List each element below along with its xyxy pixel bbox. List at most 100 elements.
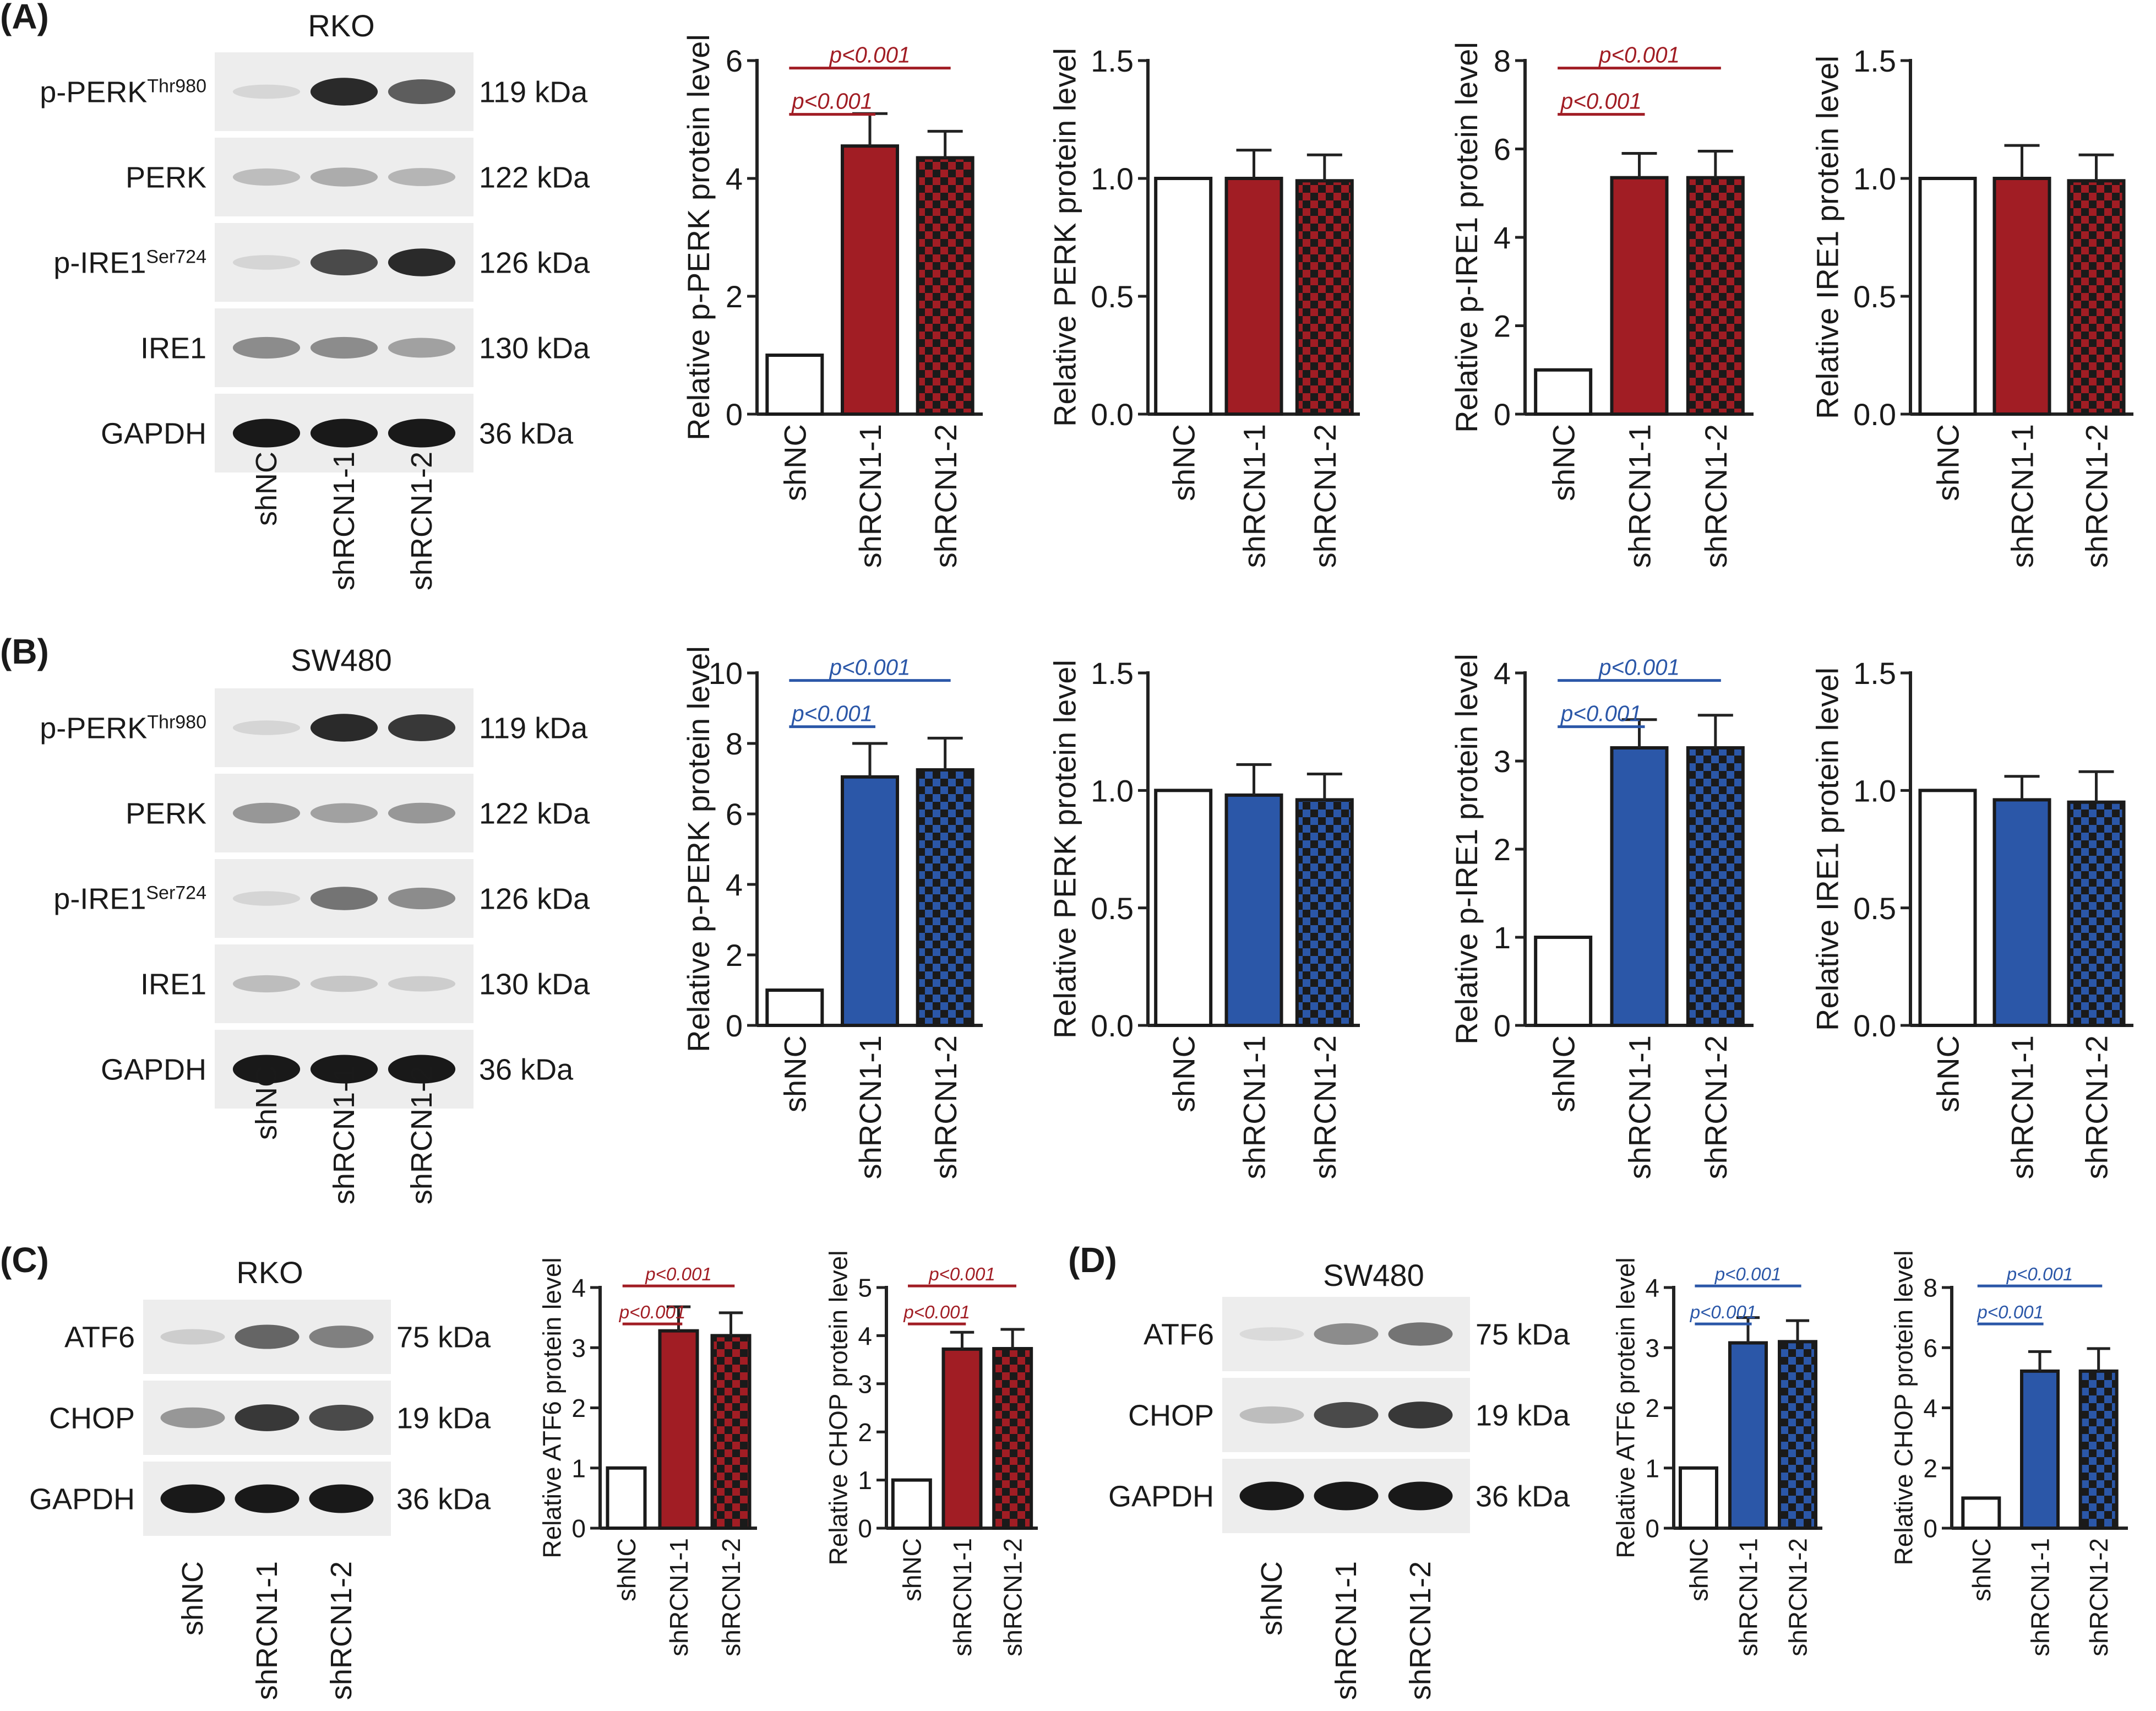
bar-shrcn1-1 <box>1610 176 1669 416</box>
p-value-label: p<0.001 <box>903 1302 970 1323</box>
bar-shrcn1-1 <box>1224 177 1283 416</box>
y-tick-label: 1.0 <box>1853 161 1896 196</box>
x-tick-label: shRCN1-1 <box>853 424 888 568</box>
blot-band <box>232 84 301 99</box>
protein-name: IRE1 <box>140 332 206 365</box>
y-tick-label: 2 <box>1645 1394 1659 1422</box>
y-tick-label: 2 <box>1494 309 1511 344</box>
y-tick-label: 1 <box>858 1466 872 1495</box>
bar-shrcn1-1 <box>2020 1369 2060 1530</box>
blot-band <box>310 336 378 359</box>
blot-row-gapdh: GAPDH 36 kDa <box>101 394 574 472</box>
blot-band <box>232 720 301 735</box>
lane-label: shRCN1-1 <box>251 1561 284 1700</box>
y-tick-label: 0.0 <box>1853 397 1896 432</box>
y-tick-label: 0 <box>1923 1514 1937 1543</box>
y-tick-label: 0 <box>726 397 743 432</box>
protein-name: GAPDH <box>1108 1480 1214 1513</box>
protein-label: GAPDH <box>29 1483 135 1516</box>
x-tick-label: shNC <box>612 1538 641 1601</box>
x-tick-label: shRCN1-2 <box>1698 424 1733 568</box>
y-tick-label: 0.0 <box>1091 1008 1134 1043</box>
bar-shrcn1-2 <box>916 156 974 416</box>
x-tick-label: shRCN1-1 <box>2026 1538 2055 1656</box>
y-tick-label: 4 <box>1494 656 1511 691</box>
protein-label: p-PERKThr980 <box>40 76 206 109</box>
x-tick-label: shNC <box>1546 424 1581 501</box>
p-value-label: p<0.001 <box>829 42 911 68</box>
bar-shrcn1-2 <box>2078 1369 2119 1530</box>
x-tick-label: shNC <box>777 1035 812 1112</box>
y-tick-label: 3 <box>1645 1334 1659 1362</box>
blot-band <box>235 1404 300 1431</box>
blot-band <box>309 1326 374 1348</box>
kda-label: 36 kDa <box>1476 1480 1570 1513</box>
kda-label: 119 kDa <box>479 76 588 109</box>
x-tick-label: shRCN1-2 <box>2079 1035 2114 1179</box>
y-tick-label: 1.5 <box>1091 44 1134 78</box>
blot-row-p-perk: p-PERKThr980 119 kDa <box>40 688 588 767</box>
blot-row-p-ire1: p-IRE1Ser724 126 kDa <box>53 223 590 302</box>
bar-shrcn1-2 <box>2067 800 2126 1027</box>
kda-label: 75 kDa <box>396 1321 491 1354</box>
p-value-label: p<0.001 <box>1560 701 1642 726</box>
x-tick-label: shRCN1-1 <box>948 1538 977 1656</box>
lane-label: shRCN1-2 <box>405 1066 438 1204</box>
protein-name: PERK <box>126 161 206 194</box>
bar-shnc <box>1679 1466 1718 1530</box>
p-value-label: p<0.001 <box>791 89 873 114</box>
protein-label: p-IRE1Ser724 <box>53 247 206 280</box>
kda-label: 122 kDa <box>479 161 590 194</box>
blot-row-gapdh: GAPDH 36 kDa <box>101 1030 574 1109</box>
y-tick-label: 4 <box>726 867 743 902</box>
bar-shnc <box>1154 789 1213 1028</box>
x-tick-label: shNC <box>1166 1035 1201 1112</box>
blot-band <box>310 419 378 448</box>
protein-site: Thr980 <box>147 76 206 97</box>
panel-letter: (B) <box>0 632 49 671</box>
blot-row-chop: CHOP 19 kDa <box>1128 1378 1570 1452</box>
blot-row-perk: PERK 122 kDa <box>126 138 590 216</box>
lane-label: shRCN1-1 <box>328 1066 361 1204</box>
bar-chart-perk: 0.0 0.5 1.0 1.5 Relative PERK protein level s… <box>1047 44 1360 568</box>
blot-band <box>232 419 301 448</box>
protein-name: IRE1 <box>140 968 206 1001</box>
x-tick-label: shRCN1-1 <box>853 1035 888 1179</box>
y-tick-label: 3 <box>571 1334 586 1362</box>
bar-shnc <box>1154 177 1213 416</box>
bar-shrcn1-1 <box>841 775 899 1028</box>
y-axis-label: Relative CHOP protein level <box>1890 1251 1918 1566</box>
lane-label: shRCN1-1 <box>1330 1561 1363 1700</box>
protein-label: IRE1 <box>140 968 206 1001</box>
blot-row-gapdh: GAPDH 36 kDa <box>1108 1459 1570 1533</box>
blot-band <box>160 1407 225 1428</box>
y-tick-label: 0 <box>1494 397 1511 432</box>
blot-band <box>1388 1402 1453 1428</box>
blot-band <box>388 419 456 448</box>
bar-shrcn1-2 <box>1778 1340 1817 1530</box>
x-tick-label: shNC <box>1931 1035 1966 1112</box>
y-tick-label: 1 <box>571 1454 586 1482</box>
kda-label: 130 kDa <box>479 332 590 365</box>
protein-name: p-PERK <box>40 712 147 745</box>
protein-name: GAPDH <box>29 1483 135 1516</box>
y-axis-label: Relative CHOP protein level <box>824 1251 853 1566</box>
blot-band <box>310 714 378 742</box>
bar-shnc <box>765 354 824 416</box>
blot-band <box>388 887 456 910</box>
blot-band <box>232 891 301 906</box>
y-tick-label: 2 <box>858 1418 872 1447</box>
blot-band <box>310 249 378 276</box>
blot-band <box>309 1404 374 1431</box>
blot-band <box>388 714 456 741</box>
y-tick-label: 1.0 <box>1091 773 1134 808</box>
y-tick-label: 0.0 <box>1853 1008 1896 1043</box>
protein-name: GAPDH <box>101 417 206 450</box>
blot-band <box>1388 1322 1453 1346</box>
lane-label: shNC <box>176 1561 209 1636</box>
y-tick-label: 0 <box>1645 1514 1659 1543</box>
